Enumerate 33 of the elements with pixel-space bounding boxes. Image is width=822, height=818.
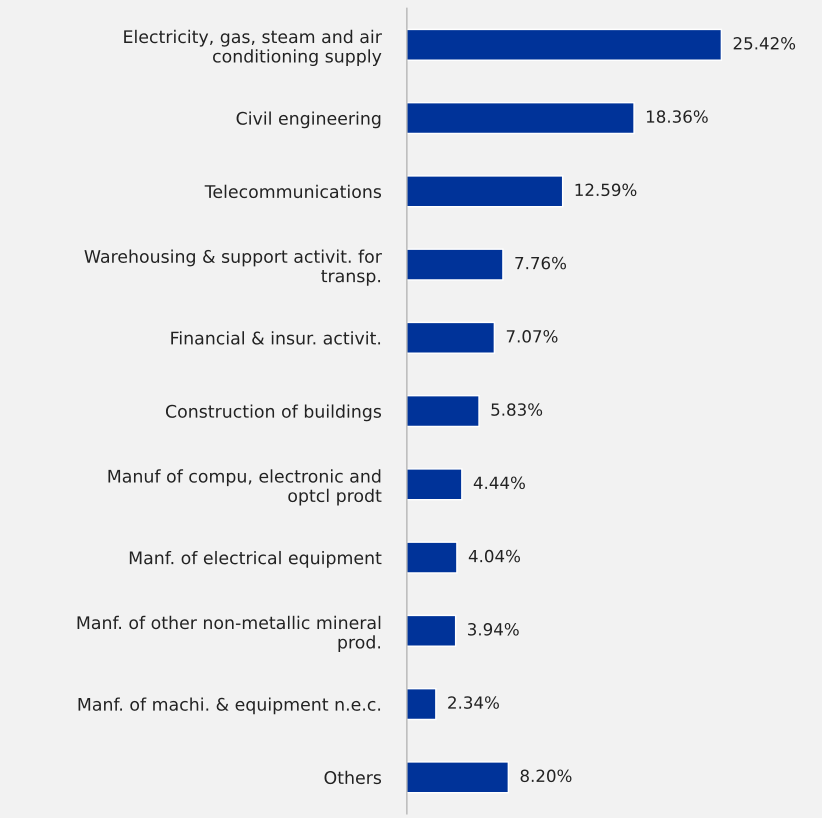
y-tick-label: Civil engineering — [236, 111, 380, 128]
data-label: 18.36% — [646, 110, 708, 123]
y-tick-label: Manf. of electrical equipment — [130, 550, 382, 568]
y-tick-label: Manf. of machi. & equipment n.e.c. — [78, 697, 380, 714]
data-label: 4.04% — [468, 550, 520, 562]
bar — [406, 322, 496, 354]
y-tick-label: Construction of buildings — [166, 404, 382, 422]
data-label: 12.59% — [576, 184, 636, 196]
y-tick-label: Manuf of compu, electronic and optcl prodt — [108, 469, 382, 506]
y-tick-label: Electricity, gas, steam and air conditioning supply — [124, 30, 382, 66]
bar — [406, 761, 510, 794]
data-label: 7.76% — [515, 256, 566, 270]
bar — [406, 614, 456, 647]
bar — [406, 175, 564, 208]
y-tick-label: Financial & insur. activit. — [171, 331, 380, 345]
bar — [406, 394, 480, 428]
y-tick-label: Others — [324, 770, 382, 784]
bar — [406, 102, 635, 134]
data-label: 8.20% — [520, 770, 572, 782]
bar — [406, 28, 722, 61]
y-tick-label: Telecommunications — [204, 184, 382, 198]
data-label: 4.44% — [474, 476, 525, 490]
bar — [406, 541, 458, 574]
y-tick-label: Warehousing & support activit. for transp. — [84, 250, 382, 286]
data-label: 25.42% — [734, 37, 796, 50]
data-label: 2.34% — [448, 696, 499, 709]
y-tick-label: Manf. of other non-metallic mineral prod. — [78, 616, 380, 652]
bar — [406, 688, 437, 720]
data-label: 5.83% — [491, 403, 542, 416]
data-label: 3.94% — [468, 623, 519, 636]
data-label: 7.07% — [506, 330, 558, 343]
bar — [406, 248, 504, 281]
bar — [406, 468, 463, 500]
